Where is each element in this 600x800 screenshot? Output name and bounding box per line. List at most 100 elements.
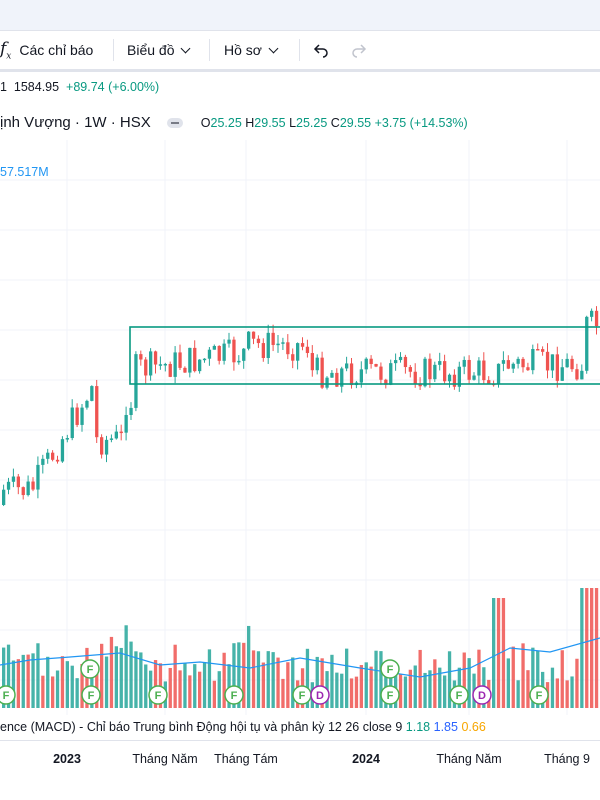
volume-ma-line [0, 637, 600, 678]
volume-bar [369, 666, 373, 708]
marker-letter: D [478, 690, 486, 702]
volume-bar [124, 625, 128, 708]
candle-body [188, 347, 192, 373]
candle-body [487, 380, 491, 384]
volume-bar [114, 646, 118, 708]
candle-body [536, 349, 540, 351]
function-icon: fx [0, 38, 12, 62]
volume-bar [16, 659, 20, 708]
indicators-label: Các chỉ báo [19, 42, 94, 58]
volume-bar [575, 658, 579, 708]
volume-bar [261, 662, 265, 708]
volume-bar [168, 667, 172, 708]
collapse-toggle-icon[interactable] [166, 117, 183, 128]
candle-body [256, 338, 261, 344]
candle-body [119, 431, 123, 434]
volume-bar [55, 670, 60, 708]
volume-bar [109, 636, 114, 708]
profile-button[interactable]: Hồ sơ [224, 31, 279, 69]
volume-bar [521, 643, 525, 708]
candle-body [158, 364, 163, 366]
volume-bar [183, 662, 187, 708]
marker-letter: F [387, 664, 394, 676]
index-prefix: 1 [0, 80, 7, 94]
financials-marker-icon [148, 685, 168, 705]
macd-value: 1.18 [405, 720, 431, 734]
candle-body [467, 359, 471, 380]
redo-button[interactable] [350, 31, 368, 69]
marker-letter: F [231, 690, 238, 702]
volume-bar [580, 588, 584, 708]
x-axis-label: Tháng Năm [436, 752, 502, 766]
volume-bar [531, 647, 535, 708]
volume-bar [227, 664, 231, 708]
candle-body [462, 359, 466, 367]
volume-bar [100, 643, 104, 708]
financials-marker-icon [0, 685, 16, 705]
volume-bar [379, 651, 383, 708]
macd-legend[interactable]: ence (MACD) - Chỉ báo Trung bình Động hộ… [0, 720, 486, 734]
volume-bar [526, 670, 530, 708]
candle-body [418, 384, 422, 387]
chart-type-button[interactable]: Biểu đồ [127, 31, 191, 69]
candle-body [408, 367, 412, 372]
candle-body [271, 332, 275, 345]
candle-body [90, 386, 94, 401]
candle-body [139, 354, 143, 360]
macd-histogram-value: 0.66 [461, 720, 486, 734]
time-axis[interactable]: 2023 Tháng Năm Tháng Tám 2024 Tháng Năm … [0, 740, 600, 781]
volume-bar [349, 678, 354, 708]
volume-bar [403, 676, 408, 708]
price-chart[interactable]: FFF F F F DFF F D F [0, 140, 600, 715]
candle-body [325, 377, 329, 388]
volume-bar [315, 656, 319, 708]
candle-body [237, 360, 241, 363]
volume-bar [41, 675, 45, 708]
candle-body [21, 487, 25, 496]
change-value: +3.75 (+14.53%) [374, 115, 468, 130]
profile-label: Hồ sơ [224, 42, 262, 58]
marker-letter: F [456, 690, 463, 702]
candle-body [114, 431, 118, 439]
volume-bar [232, 643, 236, 708]
candle-body [580, 370, 584, 380]
volume-bar [359, 665, 363, 708]
candle-body [315, 357, 319, 371]
symbol-name: ịnh Vượng · 1W · HSX [0, 114, 151, 131]
volume-bar [21, 654, 25, 708]
candle-body [251, 331, 256, 339]
candle-body [51, 452, 55, 460]
volume-bar [70, 665, 74, 708]
candle-body [222, 343, 226, 361]
volume-bar [144, 664, 148, 708]
open-value: 25.25 [210, 115, 242, 130]
volume-bar [413, 665, 417, 708]
candle-body [447, 374, 452, 382]
volume-bar [443, 675, 447, 708]
volume-bar [247, 625, 251, 708]
candle-body [41, 458, 45, 465]
volume-bar [438, 667, 442, 708]
volume-bar [60, 656, 65, 708]
volume-bar [11, 660, 16, 708]
ohlc-values: O25.25 H29.55 L25.25 C29.55 +3.75 (+14.5… [200, 115, 468, 130]
volume-bar [565, 680, 569, 708]
marker-letter: F [387, 690, 394, 702]
candle-body [55, 459, 60, 462]
indicators-button[interactable]: fx Các chỉ báo [0, 31, 93, 69]
volume-bar [345, 648, 349, 708]
symbol-legend[interactable]: ịnh Vượng · 1W · HSX O25.25 H29.55 L25.2… [0, 114, 468, 131]
undo-button[interactable] [312, 31, 330, 69]
volume-bar [51, 676, 55, 708]
candle-body [168, 363, 172, 377]
volume-bar [80, 663, 84, 708]
candle-body [202, 358, 207, 361]
index-info-line: 1 1584.95 +89.74 (+6.00%) [0, 80, 159, 94]
volume-bar [550, 667, 555, 708]
chart-toolbar: fx Các chỉ báo Biểu đồ Hồ sơ [0, 31, 600, 72]
volume-bar [134, 651, 138, 708]
volume-bar [467, 658, 471, 708]
browser-topbar [0, 0, 600, 31]
dividend-marker-icon [472, 685, 492, 705]
candle-body [70, 407, 74, 439]
